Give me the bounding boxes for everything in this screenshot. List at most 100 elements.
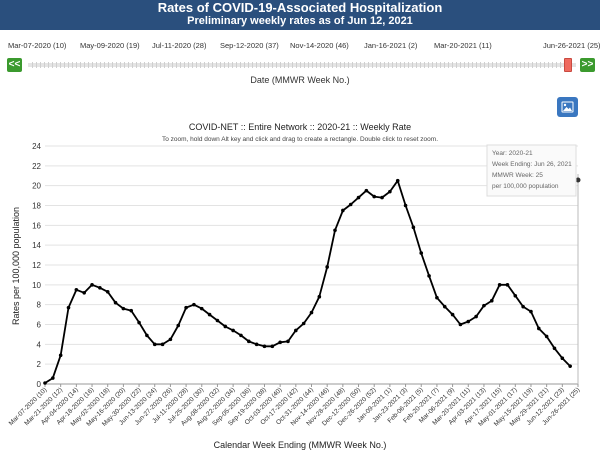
page-header: Rates of COVID-19-Associated Hospitaliza… [0, 0, 600, 30]
data-point[interactable] [294, 328, 298, 333]
data-point[interactable] [137, 320, 141, 325]
data-point[interactable] [278, 340, 282, 345]
data-point[interactable] [215, 318, 220, 323]
y-tick-label: 18 [32, 202, 41, 211]
data-point[interactable] [82, 290, 86, 295]
data-point[interactable] [113, 300, 118, 305]
data-point[interactable] [199, 306, 204, 311]
data-point[interactable] [98, 286, 102, 290]
y-tick-label: 0 [37, 380, 42, 389]
date-slider-ticks [32, 62, 572, 68]
data-point[interactable] [411, 225, 416, 230]
data-point[interactable] [560, 356, 565, 361]
y-tick-label: 4 [37, 340, 42, 349]
data-point[interactable] [176, 323, 181, 328]
data-point[interactable] [552, 346, 557, 351]
data-point[interactable] [348, 202, 353, 207]
data-point[interactable] [58, 353, 63, 358]
y-tick-label: 2 [37, 360, 42, 369]
data-point[interactable] [372, 194, 377, 199]
data-point[interactable] [246, 339, 251, 344]
data-point[interactable] [43, 381, 47, 385]
y-tick-label: 16 [32, 221, 41, 230]
y-tick-label: 6 [37, 321, 42, 330]
data-point[interactable] [286, 339, 290, 344]
data-point[interactable] [403, 203, 408, 208]
data-point[interactable] [207, 312, 212, 317]
y-tick-label: 24 [32, 142, 41, 151]
data-point[interactable] [66, 305, 71, 310]
chart-title: COVID-NET :: Entire Network :: 2020-21 :… [189, 122, 411, 132]
data-point[interactable] [442, 304, 447, 309]
data-point[interactable] [505, 283, 510, 287]
data-point[interactable] [129, 308, 134, 313]
y-axis-label: Rates per 100,000 population [11, 207, 21, 325]
slider-label: Jun-26-2021 (25) [543, 41, 600, 50]
data-point[interactable] [74, 287, 79, 292]
data-point[interactable] [482, 303, 486, 308]
y-tick-label: 22 [32, 162, 41, 171]
slider-label: Sep-12-2020 (37) [220, 41, 279, 50]
data-point[interactable] [333, 228, 337, 233]
data-point[interactable] [231, 328, 235, 333]
data-point[interactable] [380, 195, 384, 200]
y-tick-label: 20 [32, 182, 41, 191]
data-point[interactable] [419, 251, 424, 255]
weekly-rate-chart[interactable]: COVID-NET :: Entire Network :: 2020-21 :… [0, 118, 600, 453]
chart-tooltip: Year: 2020-21 Week Ending: Jun 26, 2021 … [486, 144, 577, 197]
data-point[interactable] [309, 310, 314, 315]
data-point[interactable] [168, 337, 173, 342]
data-point[interactable] [341, 208, 345, 213]
data-point[interactable] [474, 314, 478, 319]
x-axis-ticks: Mar-07-2020 (10)Mar-21-2020 (12)Apr-04-2… [8, 384, 581, 428]
data-point[interactable] [521, 304, 525, 309]
slider-date-labels: Mar-07-2020 (10) May-09-2020 (19) Jul-11… [0, 41, 600, 53]
slider-label: Mar-07-2020 (10) [8, 41, 67, 50]
data-point[interactable] [145, 333, 149, 338]
data-point[interactable] [184, 305, 188, 310]
data-point[interactable] [262, 344, 267, 349]
data-point[interactable] [529, 309, 533, 314]
date-slider-handle[interactable] [564, 58, 572, 72]
data-point[interactable] [192, 302, 196, 307]
slider-label: May-09-2020 (19) [80, 41, 140, 50]
data-point[interactable] [239, 333, 243, 338]
data-point[interactable] [105, 289, 110, 294]
slider-prev-button[interactable]: << [7, 58, 22, 72]
tooltip-mmwr-week: MMWR Week: 25 [492, 172, 543, 179]
page-subtitle: Preliminary weekly rates as of Jun 12, 2… [187, 15, 413, 27]
slider-label: Jul-11-2020 (28) [152, 41, 207, 50]
data-point[interactable] [356, 195, 361, 200]
data-point[interactable] [450, 312, 455, 317]
data-point[interactable] [51, 376, 55, 380]
page-title: Rates of COVID-19-Associated Hospitaliza… [157, 0, 443, 15]
data-point[interactable] [270, 344, 275, 349]
data-point[interactable] [152, 342, 157, 347]
data-point[interactable] [395, 178, 400, 183]
slider-next-button[interactable]: >> [580, 58, 595, 72]
data-point[interactable] [466, 319, 471, 324]
data-point[interactable] [458, 322, 463, 327]
chart-subtitle: To zoom, hold down Alt key and click and… [162, 136, 438, 143]
data-point[interactable] [223, 324, 228, 329]
data-point[interactable] [537, 326, 541, 331]
data-point[interactable] [544, 334, 549, 339]
data-point[interactable] [317, 294, 322, 299]
data-point[interactable] [90, 283, 94, 287]
data-point[interactable] [388, 189, 392, 194]
data-point[interactable] [497, 283, 502, 287]
data-point[interactable] [301, 321, 306, 326]
y-tick-label: 14 [32, 241, 41, 250]
data-point[interactable] [254, 342, 259, 347]
data-point[interactable] [121, 306, 126, 311]
data-point[interactable] [325, 265, 329, 269]
export-image-button[interactable] [557, 97, 578, 117]
data-point[interactable] [427, 274, 431, 278]
data-point[interactable] [160, 342, 165, 347]
data-point[interactable] [489, 298, 494, 303]
data-point[interactable] [364, 188, 369, 193]
data-point[interactable] [568, 364, 572, 368]
data-point[interactable] [435, 295, 439, 300]
data-point[interactable] [513, 293, 518, 298]
